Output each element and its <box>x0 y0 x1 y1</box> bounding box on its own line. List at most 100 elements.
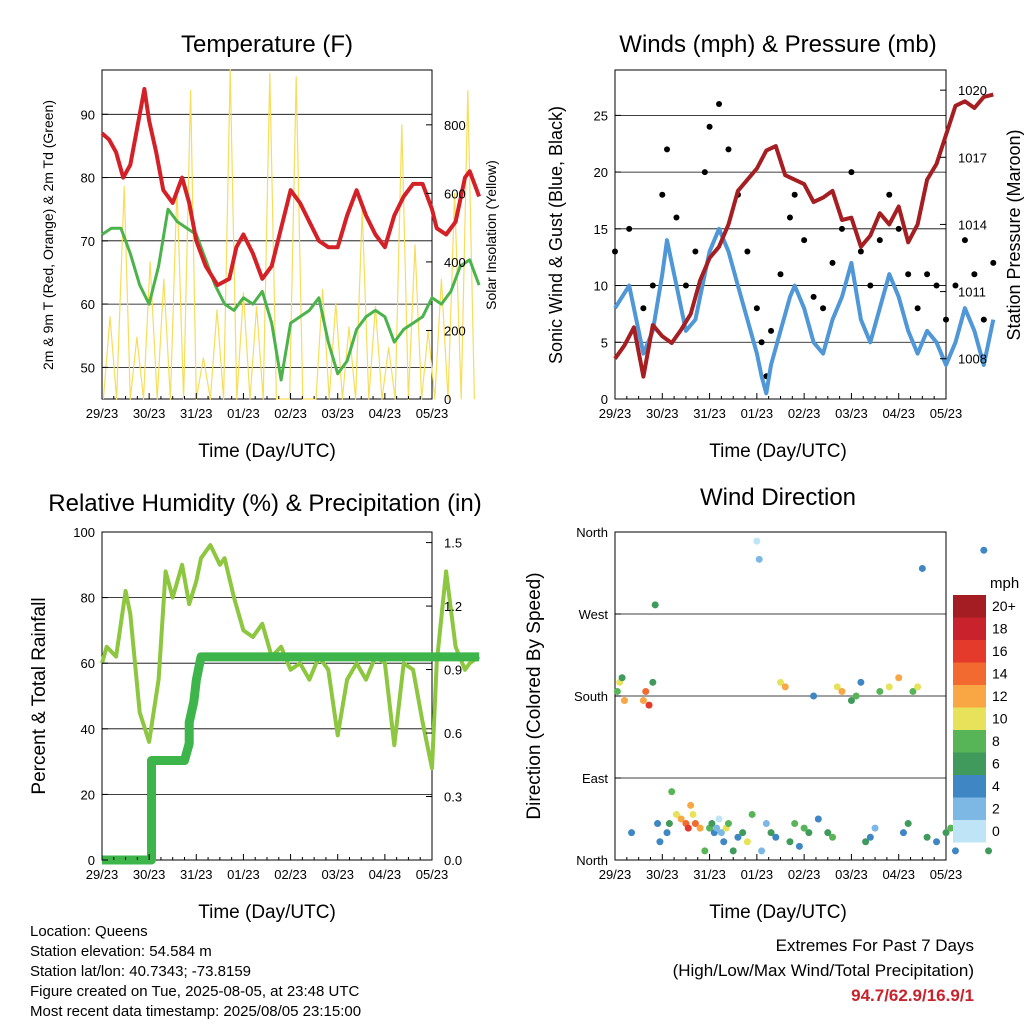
direction-point <box>772 833 780 841</box>
y2-tick-label: 1.5 <box>444 536 462 551</box>
legend-label: 4 <box>992 778 1000 794</box>
direction-point <box>639 697 647 705</box>
speed-legend: mph 20+ 18 16 14 12 10 8 6 4 2 0 <box>953 575 1019 843</box>
direction-point <box>613 687 621 695</box>
x-tick-label: 03/23 <box>321 867 354 882</box>
gust-point <box>768 327 775 334</box>
direction-point <box>951 847 959 855</box>
legend-swatch <box>953 730 986 753</box>
legend-label: 6 <box>992 756 1000 772</box>
gust-point <box>905 271 912 278</box>
y-tick-label: North <box>576 853 608 868</box>
y-tick-label: 60 <box>81 656 95 671</box>
x-tick-label: 29/23 <box>86 867 119 882</box>
direction-point <box>909 687 917 695</box>
direction-point <box>755 555 763 563</box>
direction-point <box>862 838 870 846</box>
direction-point <box>651 601 659 609</box>
gust-point <box>706 123 713 130</box>
recent-text: Most recent data timestamp: 2025/08/05 2… <box>30 1003 362 1020</box>
y-tick-label: 90 <box>81 107 95 122</box>
x-tick-label: 29/23 <box>599 406 632 421</box>
station-info: Location: Queens Station elevation: 54.5… <box>30 922 361 1022</box>
temperature-series <box>100 69 481 400</box>
x-tick-label: 31/23 <box>180 406 213 421</box>
humidity-xlabel: Time (Day/UTC) <box>198 902 336 923</box>
direction-point <box>628 829 636 837</box>
gust-point <box>716 101 723 108</box>
legend-swatch <box>953 640 986 663</box>
x-tick-label: 29/23 <box>599 867 632 882</box>
direction-point <box>876 687 884 695</box>
gust-point <box>924 271 931 278</box>
humidity-panel: Relative Humidity (%) & Precipitation (i… <box>29 490 482 923</box>
x-tick-label: 01/23 <box>227 867 260 882</box>
direction-point <box>645 701 653 709</box>
y2-tick-label: 0.3 <box>444 790 462 805</box>
direction-point <box>649 678 657 686</box>
humidity-ylabel: Percent & Total Rainfall <box>29 597 50 794</box>
x-tick-label: 30/23 <box>646 867 679 882</box>
elevation-text: Station elevation: 54.584 m <box>30 943 212 960</box>
y-tick-label: 70 <box>81 234 95 249</box>
direction-point <box>980 546 988 554</box>
winds-axes: 29/23 30/23 31/23 01/23 02/23 03/23 04/23 05/23… <box>594 83 987 421</box>
direction-point <box>777 678 784 686</box>
x-tick-label: 04/23 <box>369 867 402 882</box>
y-tick-label: East <box>582 771 608 786</box>
temperature-xlabel: Time (Day/UTC) <box>198 441 336 462</box>
humidity-title: Relative Humidity (%) & Precipitation (i… <box>48 490 481 517</box>
direction-point <box>904 820 912 828</box>
gust-point <box>914 305 921 312</box>
x-tick-label: 31/23 <box>693 867 726 882</box>
direction-point <box>899 829 907 837</box>
direction-point <box>942 829 950 837</box>
gust-point <box>848 169 855 176</box>
direction-point <box>985 847 993 855</box>
gust-point <box>933 282 940 289</box>
y-tick-label: South <box>574 689 608 704</box>
direction-point <box>933 838 941 846</box>
direction-point <box>663 829 671 837</box>
y2-tick-label: 1.2 <box>444 599 462 614</box>
gust-point <box>786 214 793 221</box>
y-tick-label: West <box>579 607 609 622</box>
temperature-ylabel-right: Solar Insolation (Yellow) <box>483 160 499 310</box>
direction-xlabel: Time (Day/UTC) <box>709 902 847 923</box>
direction-gridlines <box>615 613 946 779</box>
winds-gridlines <box>615 114 946 343</box>
speed-legend-title: mph <box>990 575 1019 592</box>
dewpoint-line <box>101 207 481 382</box>
x-tick-label: 31/23 <box>693 406 726 421</box>
gust-point <box>791 191 798 198</box>
gust-point <box>990 259 997 266</box>
gust-point <box>649 282 656 289</box>
direction-point <box>800 824 808 832</box>
direction-point <box>729 847 737 855</box>
direction-point <box>947 824 955 832</box>
direction-point <box>739 829 747 837</box>
humidity-gridlines <box>102 597 432 795</box>
pressure-line <box>613 92 994 379</box>
direction-point <box>805 829 813 837</box>
temperature-title: Temperature (F) <box>181 31 353 58</box>
gust-point <box>867 282 874 289</box>
direction-point <box>866 833 874 841</box>
humidity-line <box>100 543 481 771</box>
humidity-axes: 29/23 30/23 31/23 01/23 02/23 03/23 04/23 05/23… <box>73 525 462 882</box>
direction-point <box>701 847 709 855</box>
y-tick-label: 100 <box>73 525 95 540</box>
legend-swatch <box>953 820 986 843</box>
y2-tick-label: 1011 <box>958 285 986 300</box>
wind-line <box>613 226 996 396</box>
direction-point <box>810 692 818 700</box>
legend-label: 0 <box>992 823 1000 839</box>
y2-tick-label: 200 <box>444 323 466 338</box>
extremes-title: Extremes For Past 7 Days <box>775 936 974 955</box>
y2-tick-label: 1014 <box>958 217 987 232</box>
legend-label: 10 <box>992 711 1008 727</box>
y2-tick-label: 400 <box>444 255 466 270</box>
y2-tick-label: 600 <box>444 186 466 201</box>
legend-swatch <box>953 752 986 775</box>
